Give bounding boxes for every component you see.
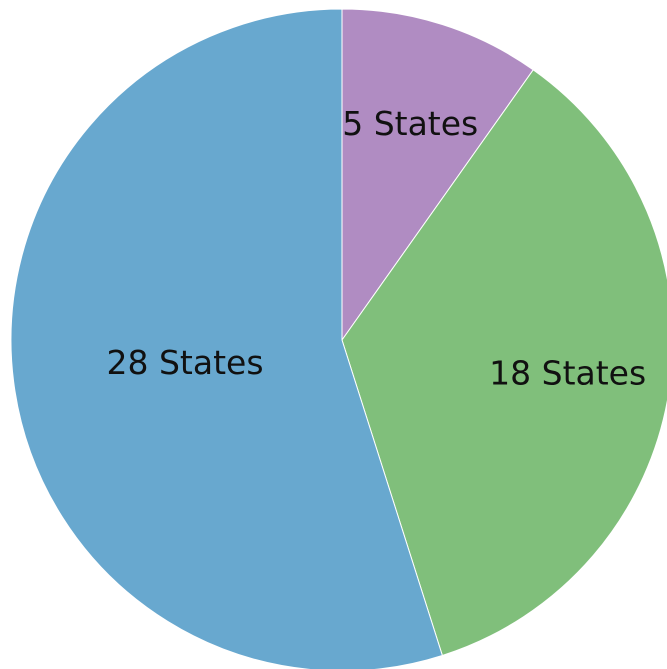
data-label: 28 States (106, 343, 263, 382)
pie-slice (341, 8, 534, 342)
pie-slice (10, 8, 443, 669)
data-label: 18 States (489, 354, 646, 393)
pie-slice (341, 69, 667, 657)
data-label: 5 States (342, 104, 478, 143)
